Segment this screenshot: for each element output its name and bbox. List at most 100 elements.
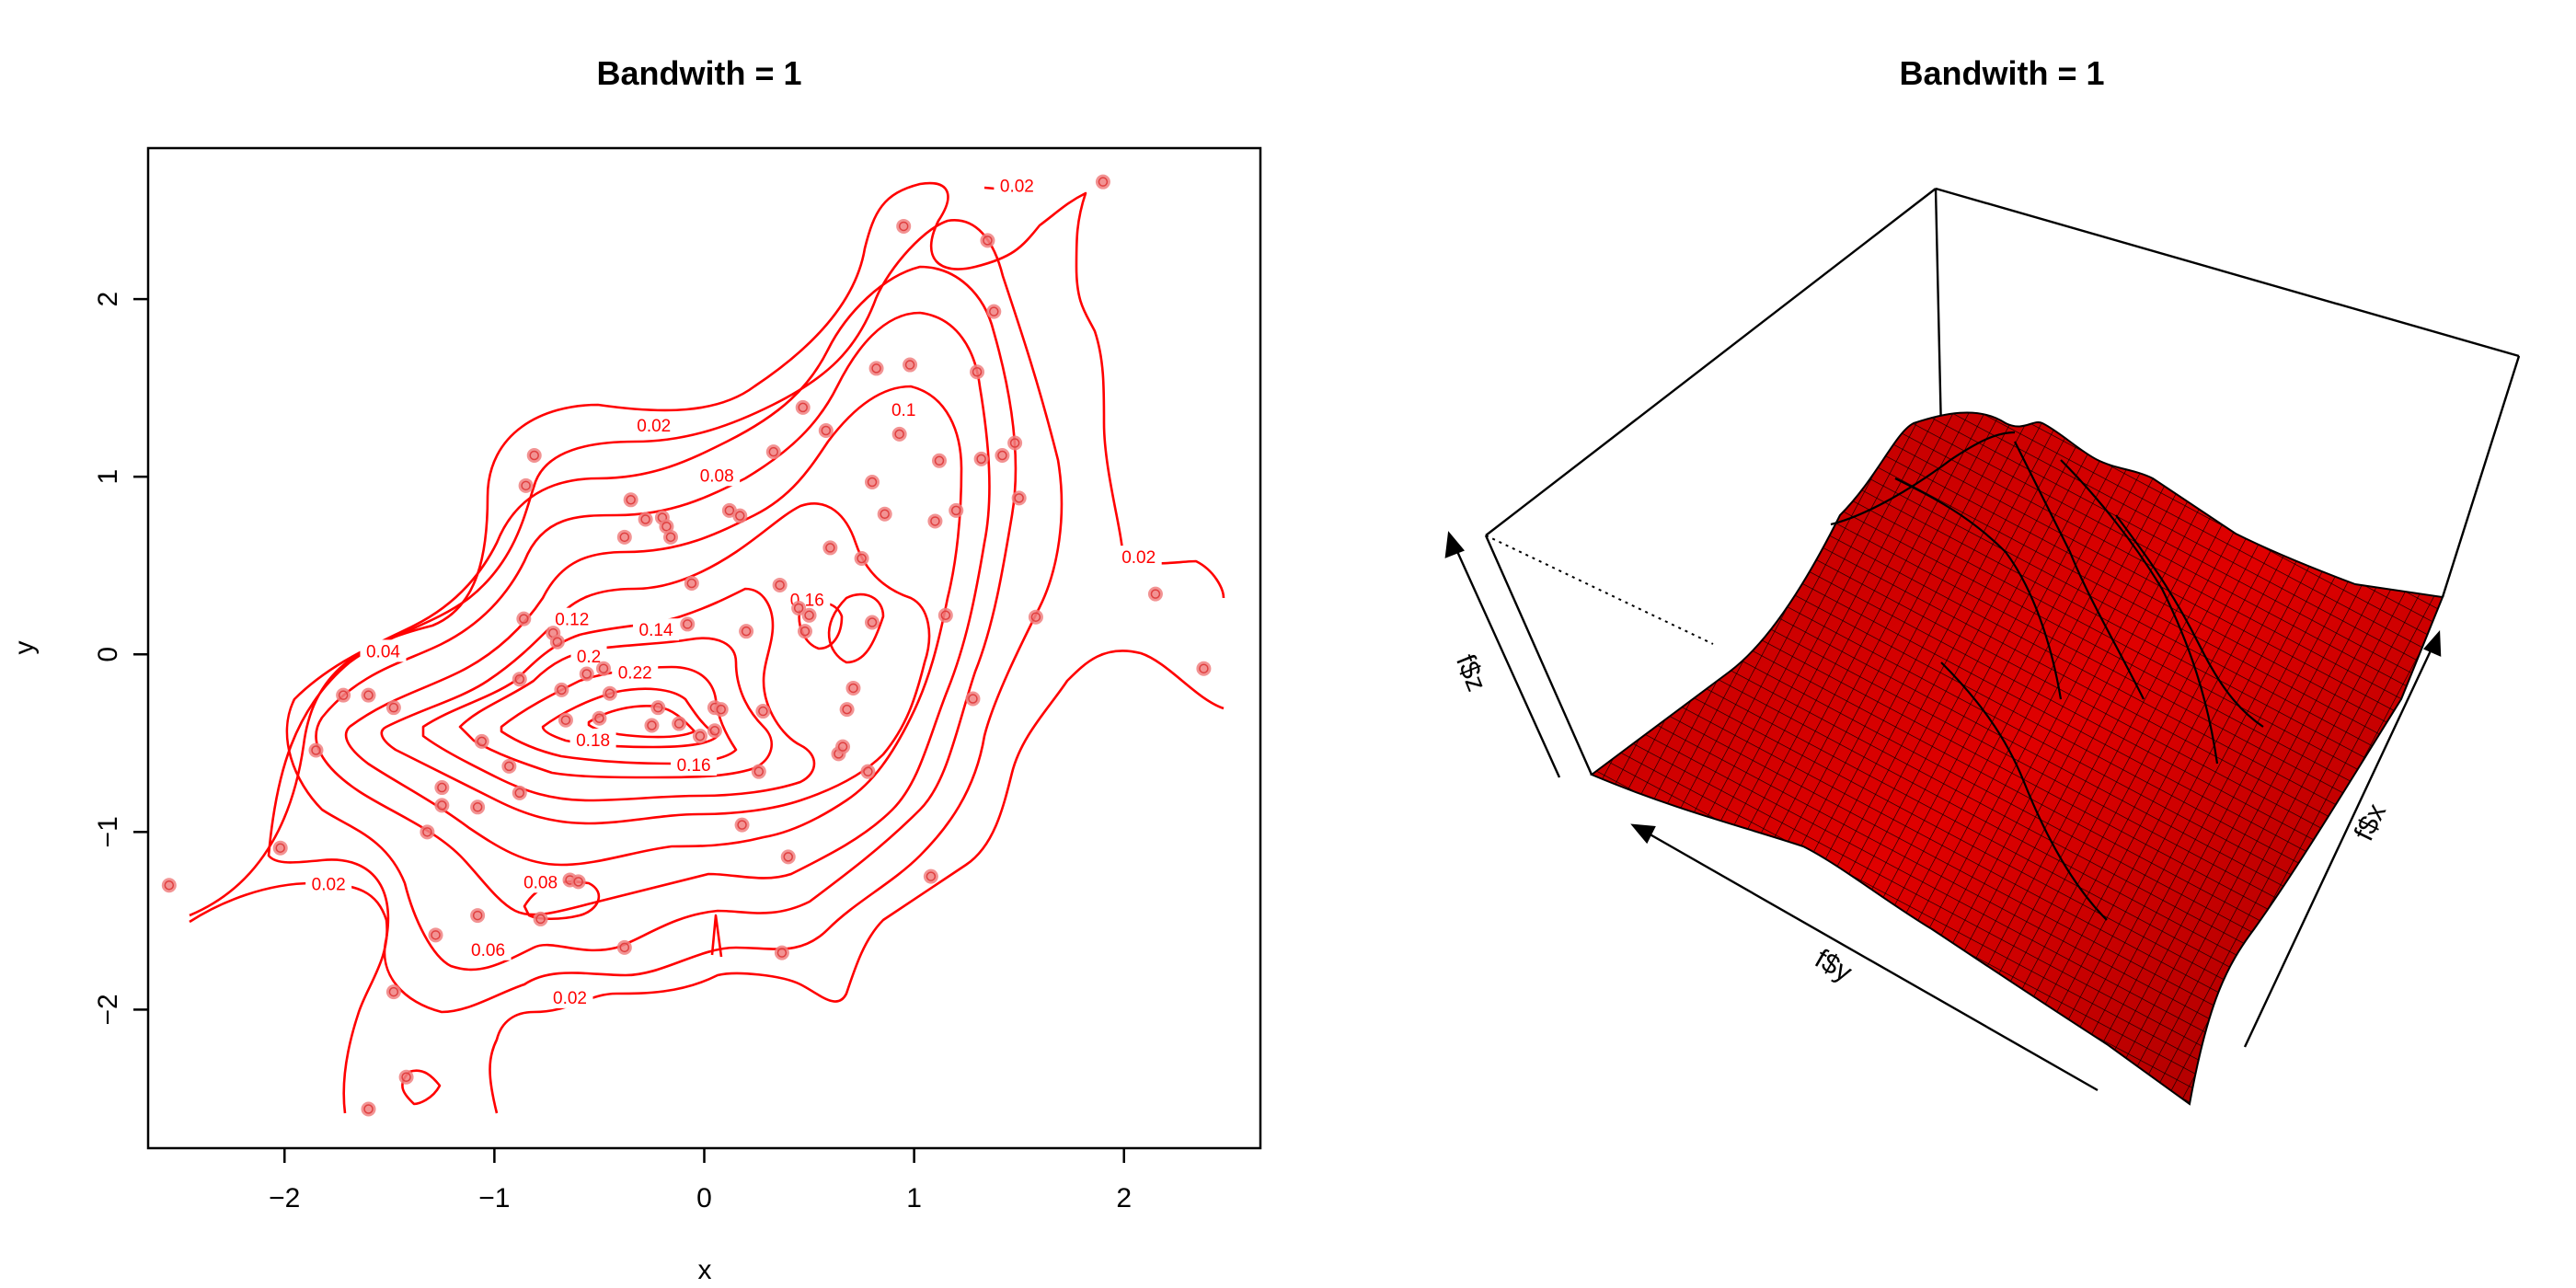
contour-label: 0.02 [312,875,346,894]
data-point [1007,435,1023,451]
contour-label: 0.22 [618,664,652,684]
data-point [554,682,569,697]
data-point [518,477,534,493]
data-point [470,908,486,924]
contour-label: 0.08 [700,466,734,486]
surface-mesh [1590,411,2444,1106]
contour-line-0.12 [380,502,931,825]
data-point [616,529,632,545]
data-point [361,687,376,703]
z-axis-arrowhead [1444,531,1465,558]
data-point [973,451,989,466]
contour-line-0.16 [458,637,773,779]
ridge-6 [2115,514,2264,728]
data-point [161,878,177,893]
contour-label-bg [694,464,741,487]
y-tick-label: −1 [93,816,123,847]
data-point [937,607,953,623]
data-point [864,474,880,489]
surface-axes [1444,531,2442,1092]
data-point [592,710,607,726]
data-point [986,304,1002,319]
data-point [602,685,617,701]
data-point [765,444,781,460]
y-tick-label: 1 [93,469,123,485]
data-point [361,1101,376,1117]
data-point [501,758,517,774]
contour-label: 0.02 [553,989,587,1008]
contour-plot-frame [146,146,1262,1150]
data-point [891,426,907,442]
data-point [623,492,638,508]
contour-label-bg [885,397,922,420]
data-point [1095,174,1110,190]
surface-grid [1592,412,2443,1104]
y-tick-label: 0 [93,647,123,662]
contour-line-0.14 [421,587,816,802]
contour-label: 0.16 [677,756,711,776]
contour-panel: Bandwith = 1 −2 −1 0 1 2 −2 −1 0 1 2 x y [9,54,1262,1285]
surface-x-label: f$x [2349,799,2392,845]
y-axis-label: y [9,641,40,655]
data-points [161,174,1212,1117]
box-edge-back-vertical [1934,188,1943,433]
data-point [616,939,632,955]
x-tick-label: 2 [1116,1183,1132,1213]
data-point [845,680,861,696]
data-point [780,849,796,865]
data-point [692,729,707,744]
contour-label: 0.14 [639,621,673,640]
contour-line-0.02-isolated [401,1069,442,1106]
contour-line-0.02-outer [189,181,1225,917]
data-point [732,508,748,523]
data-point [579,666,594,682]
contour-label-bg [517,870,564,893]
contour-label: 0.08 [523,873,558,892]
data-point [549,634,565,650]
contour-title: Bandwith = 1 [596,54,801,92]
surface-box [1484,187,2521,776]
z-axis-arrow [1454,546,1561,778]
contour-label: 0.04 [366,642,400,661]
data-point [818,422,834,438]
surface-ridges [1830,431,2264,921]
data-point [474,733,489,749]
data-point [854,550,869,566]
data-point [1011,490,1027,506]
data-point [795,399,811,415]
data-point [774,945,789,960]
data-point [980,233,995,248]
data-point [434,780,450,796]
contour-line-0.14-right [827,592,885,664]
box-edge-hidden-right [2442,355,2520,598]
data-point [949,502,964,518]
box-edge-top-left [1485,188,1937,536]
contour-label: 0.12 [555,611,589,630]
data-point [663,529,679,545]
data-point [860,764,876,779]
data-point [596,661,612,676]
data-point [970,364,985,380]
data-point [1028,609,1043,625]
data-point [791,601,807,616]
data-point [772,577,788,592]
ridge-3 [2014,441,2145,700]
data-point [512,672,527,687]
data-point [516,611,532,627]
data-point [680,616,696,632]
data-point [835,739,851,754]
y-tick-label: 2 [93,292,123,307]
data-point [707,723,722,739]
contour-label-bg [994,174,1041,197]
x-tick-label: 0 [696,1183,712,1213]
contour-labels: 0.02 0.08 0.1 0.02 0.02 0.04 0.12 0.14 0.16 0.2 0.… [305,174,1162,1008]
data-point [385,700,401,716]
ridge-2 [1894,477,2063,700]
data-point [644,718,660,733]
data-point [1147,586,1163,602]
data-point [896,218,912,234]
contour-lines [189,181,1225,1114]
contour-label-bg [360,639,407,662]
contour-label: 0.18 [576,731,610,751]
